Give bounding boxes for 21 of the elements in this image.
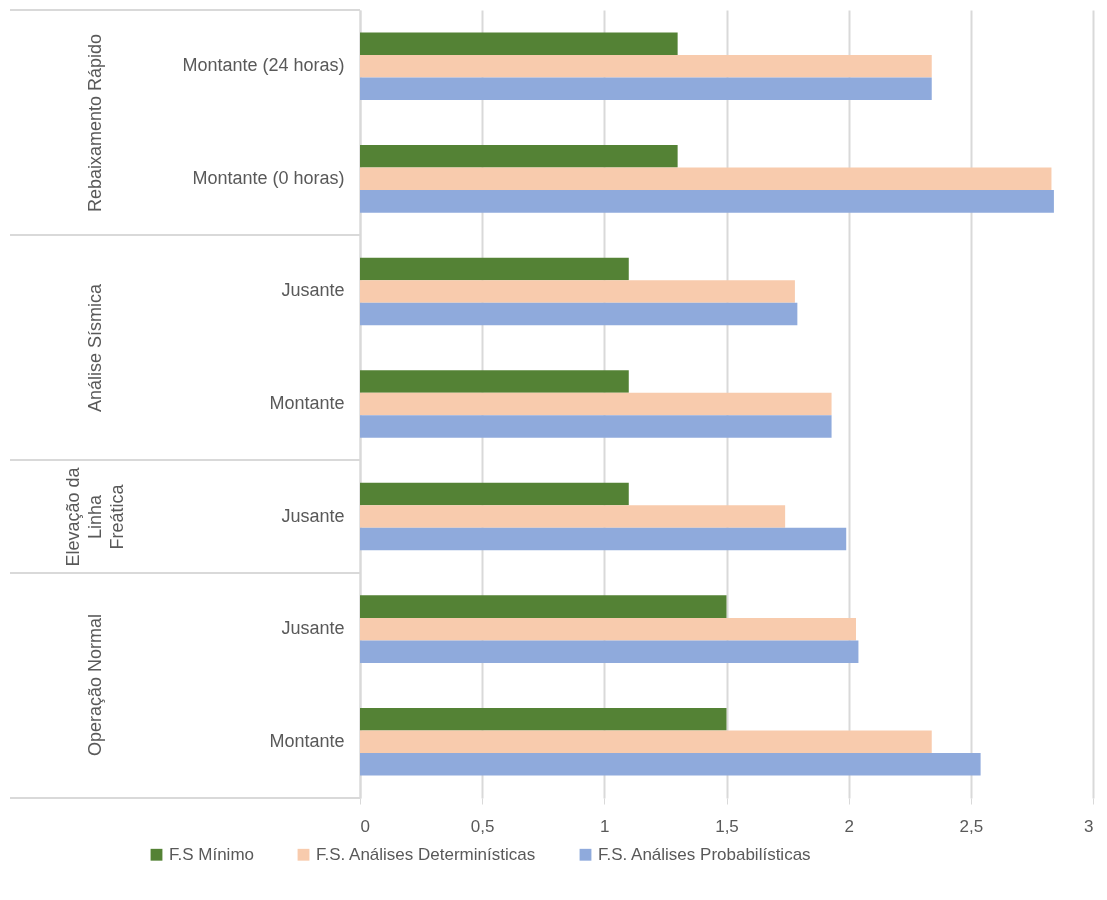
y-tick-label: Montante (24 horas) — [182, 55, 345, 76]
text: Análise Sísmica — [84, 282, 106, 414]
x-tick-label: 3 — [1084, 816, 1094, 836]
y-tick-label: Jusante — [281, 618, 345, 639]
y-tick-label: Jusante — [281, 280, 345, 301]
legend-label: F.S Mínimo — [169, 844, 255, 864]
y-tick-label: Montante — [269, 730, 345, 751]
text: Elevação da Linha Freática — [62, 466, 128, 568]
legend-label: F.S. Análises Determinísticas — [316, 844, 536, 864]
y-tick-label: Montante (0 horas) — [192, 167, 345, 188]
x-tick-label: 0,5 — [470, 816, 495, 836]
legend-label: F.S. Análises Probabilísticas — [598, 844, 811, 864]
x-tick-label: 2 — [844, 816, 854, 836]
x-tick-label: 1,5 — [715, 816, 739, 836]
x-tick-label: 1 — [600, 816, 610, 836]
y-tick-label: Montante — [269, 393, 345, 413]
x-tick-label: 0 — [360, 816, 370, 836]
text: Operação Normal — [84, 613, 106, 759]
text: Rebaixamento Rápido — [84, 32, 106, 214]
y-tick-label: Jusante — [281, 505, 345, 526]
x-tick-label: 2,5 — [959, 816, 984, 836]
